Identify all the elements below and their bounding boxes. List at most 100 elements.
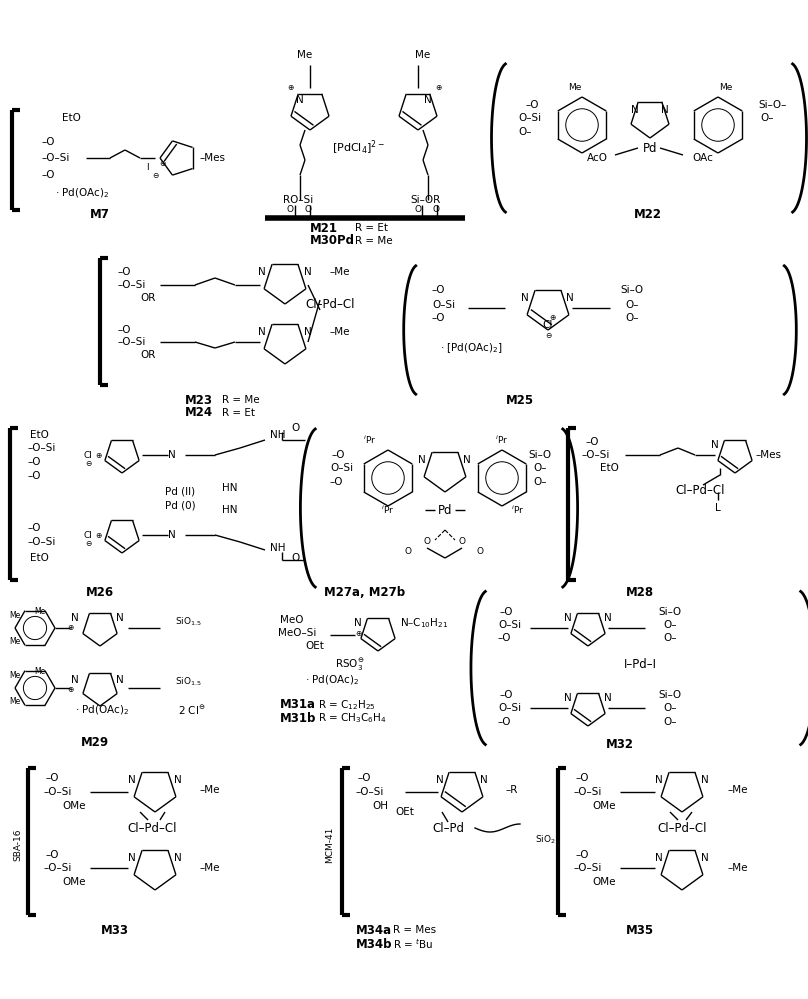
Text: N: N (175, 853, 182, 863)
Text: –O: –O (332, 450, 346, 460)
Text: M27a, M27b: M27a, M27b (325, 585, 406, 598)
Text: O–Si: O–Si (498, 620, 521, 630)
Text: M28: M28 (626, 585, 654, 598)
Text: EtO: EtO (30, 430, 48, 440)
Text: N: N (566, 293, 574, 303)
Text: MeO: MeO (280, 615, 304, 625)
Text: [PdCl$_4$]$^{2-}$: [PdCl$_4$]$^{2-}$ (331, 139, 385, 157)
Text: N: N (304, 267, 312, 277)
Text: Si–O: Si–O (658, 690, 681, 700)
Text: –Me: –Me (727, 863, 747, 873)
Text: 2 Cl$^{\ominus}$: 2 Cl$^{\ominus}$ (178, 703, 205, 716)
Text: –O–Si: –O–Si (573, 787, 601, 797)
Text: $^i$Pr: $^i$Pr (381, 503, 394, 516)
Text: Cl: Cl (543, 320, 553, 330)
Text: –O–Si: –O–Si (42, 153, 70, 163)
Text: N: N (604, 693, 612, 703)
Text: ⊖: ⊖ (152, 171, 158, 180)
Text: –O: –O (498, 717, 511, 727)
Text: R = Me: R = Me (355, 236, 393, 246)
Text: N: N (258, 327, 266, 337)
Text: –Me: –Me (200, 785, 221, 795)
Text: HN: HN (222, 483, 238, 493)
Text: Si–O: Si–O (658, 607, 681, 617)
Text: Cl–Pd–Cl: Cl–Pd–Cl (305, 299, 355, 312)
Text: N: N (128, 775, 136, 785)
Text: N: N (463, 455, 471, 465)
Text: –O: –O (330, 477, 343, 487)
Text: M33: M33 (101, 923, 129, 936)
Text: O: O (291, 553, 299, 563)
Text: M32: M32 (606, 738, 634, 751)
Text: OH: OH (372, 801, 388, 811)
Text: N: N (711, 440, 719, 450)
Text: –R: –R (506, 785, 519, 795)
Text: N: N (564, 693, 572, 703)
Text: $^i$Pr: $^i$Pr (511, 503, 524, 516)
Text: N: N (631, 105, 639, 115)
Text: N: N (354, 618, 362, 628)
Text: Pd: Pd (438, 503, 452, 516)
Text: –O–Si: –O–Si (118, 337, 146, 347)
Text: N: N (521, 293, 529, 303)
Text: N: N (116, 613, 124, 623)
Text: ⊕: ⊕ (67, 623, 74, 632)
Text: –O: –O (28, 523, 41, 533)
Text: N: N (71, 613, 79, 623)
Text: –O: –O (45, 773, 58, 783)
Text: OR: OR (140, 350, 155, 360)
Text: SiO$_{1.5}$: SiO$_{1.5}$ (175, 615, 202, 628)
Text: Me: Me (10, 610, 21, 619)
Text: Me: Me (10, 697, 21, 706)
Text: Pd: Pd (642, 142, 657, 155)
Text: M26: M26 (86, 585, 114, 598)
Text: N: N (701, 775, 709, 785)
Text: –O: –O (45, 850, 58, 860)
Text: R = Et: R = Et (355, 223, 388, 233)
Text: R = CH$_3$C$_6$H$_4$: R = CH$_3$C$_6$H$_4$ (318, 711, 387, 725)
Text: OMe: OMe (62, 801, 86, 811)
Text: ⊕: ⊕ (95, 530, 101, 539)
Text: ⊕: ⊕ (67, 685, 74, 694)
Text: OMe: OMe (592, 877, 616, 887)
Text: –O: –O (358, 773, 372, 783)
Text: N: N (661, 105, 669, 115)
Text: –O–Si: –O–Si (118, 280, 146, 290)
Text: –O–Si: –O–Si (28, 443, 57, 453)
Text: –O: –O (500, 607, 514, 617)
Text: M34b: M34b (356, 937, 393, 950)
Text: –O: –O (500, 690, 514, 700)
Text: RSO$_3^{\ominus}$: RSO$_3^{\ominus}$ (335, 657, 364, 673)
Text: OR: OR (140, 293, 155, 303)
Text: ⊕: ⊕ (549, 314, 555, 323)
Text: –O: –O (575, 850, 588, 860)
Text: Me: Me (35, 667, 45, 676)
Text: M7: M7 (90, 209, 110, 222)
Text: ⊕: ⊕ (95, 451, 101, 460)
Text: Me: Me (10, 637, 21, 646)
Text: O: O (432, 206, 440, 215)
Text: Cl: Cl (83, 530, 92, 539)
Text: O–Si: O–Si (330, 463, 353, 473)
Text: O: O (415, 206, 422, 215)
Text: EtO: EtO (30, 553, 48, 563)
Text: O–Si: O–Si (518, 113, 541, 123)
Text: Cl–Pd: Cl–Pd (432, 821, 464, 834)
Text: N: N (436, 775, 444, 785)
Text: –O: –O (575, 773, 588, 783)
Text: N: N (564, 613, 572, 623)
Text: ⊕: ⊕ (287, 84, 293, 93)
Text: Cl–Pd–Cl: Cl–Pd–Cl (657, 821, 707, 834)
Text: OEt: OEt (395, 807, 414, 817)
Text: OMe: OMe (62, 877, 86, 887)
Text: –O–Si: –O–Si (582, 450, 610, 460)
Text: Si–OR: Si–OR (410, 195, 440, 205)
Text: M24: M24 (185, 407, 213, 420)
Text: EtO: EtO (62, 113, 81, 123)
Text: –O–Si: –O–Si (43, 863, 71, 873)
Text: O: O (291, 423, 299, 433)
Text: N: N (168, 530, 176, 540)
Text: O–: O– (533, 463, 546, 473)
Text: N: N (71, 675, 79, 685)
Text: N: N (128, 853, 136, 863)
